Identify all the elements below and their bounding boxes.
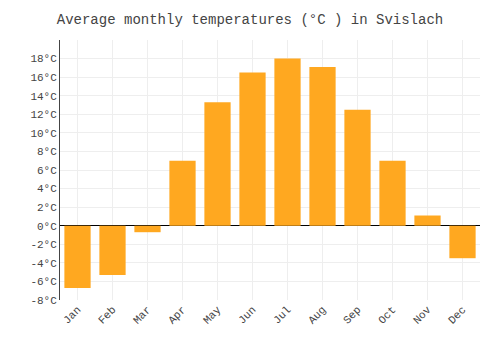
svg-text:Feb: Feb [96, 304, 118, 326]
svg-text:-2°C: -2°C [30, 239, 57, 251]
svg-text:18°C: 18°C [30, 53, 57, 65]
svg-text:2°C: 2°C [37, 202, 57, 214]
svg-text:Mar: Mar [131, 304, 153, 326]
svg-text:6°C: 6°C [37, 165, 57, 177]
svg-text:12°C: 12°C [30, 109, 57, 121]
svg-text:0°C: 0°C [37, 221, 57, 233]
svg-text:Aug: Aug [306, 304, 328, 326]
svg-text:Jul: Jul [271, 304, 293, 326]
svg-text:10°C: 10°C [30, 128, 57, 140]
svg-text:Jan: Jan [61, 304, 83, 326]
svg-text:Nov: Nov [411, 304, 434, 327]
svg-text:-6°C: -6°C [30, 276, 57, 288]
svg-text:16°C: 16°C [30, 72, 57, 84]
svg-text:8°C: 8°C [37, 146, 57, 158]
svg-text:Dec: Dec [446, 304, 468, 326]
svg-text:Sep: Sep [341, 304, 363, 326]
svg-text:-4°C: -4°C [30, 258, 57, 270]
svg-text:May: May [201, 304, 224, 327]
svg-text:14°C: 14°C [30, 91, 57, 103]
svg-text:4°C: 4°C [37, 183, 57, 195]
svg-text:-8°C: -8°C [30, 295, 57, 307]
svg-text:Apr: Apr [166, 304, 188, 326]
svg-text:Jun: Jun [236, 304, 258, 326]
svg-text:Oct: Oct [376, 304, 398, 326]
svg-text:Average monthly temperatures (: Average monthly temperatures (°C ) in Sv… [57, 12, 443, 28]
